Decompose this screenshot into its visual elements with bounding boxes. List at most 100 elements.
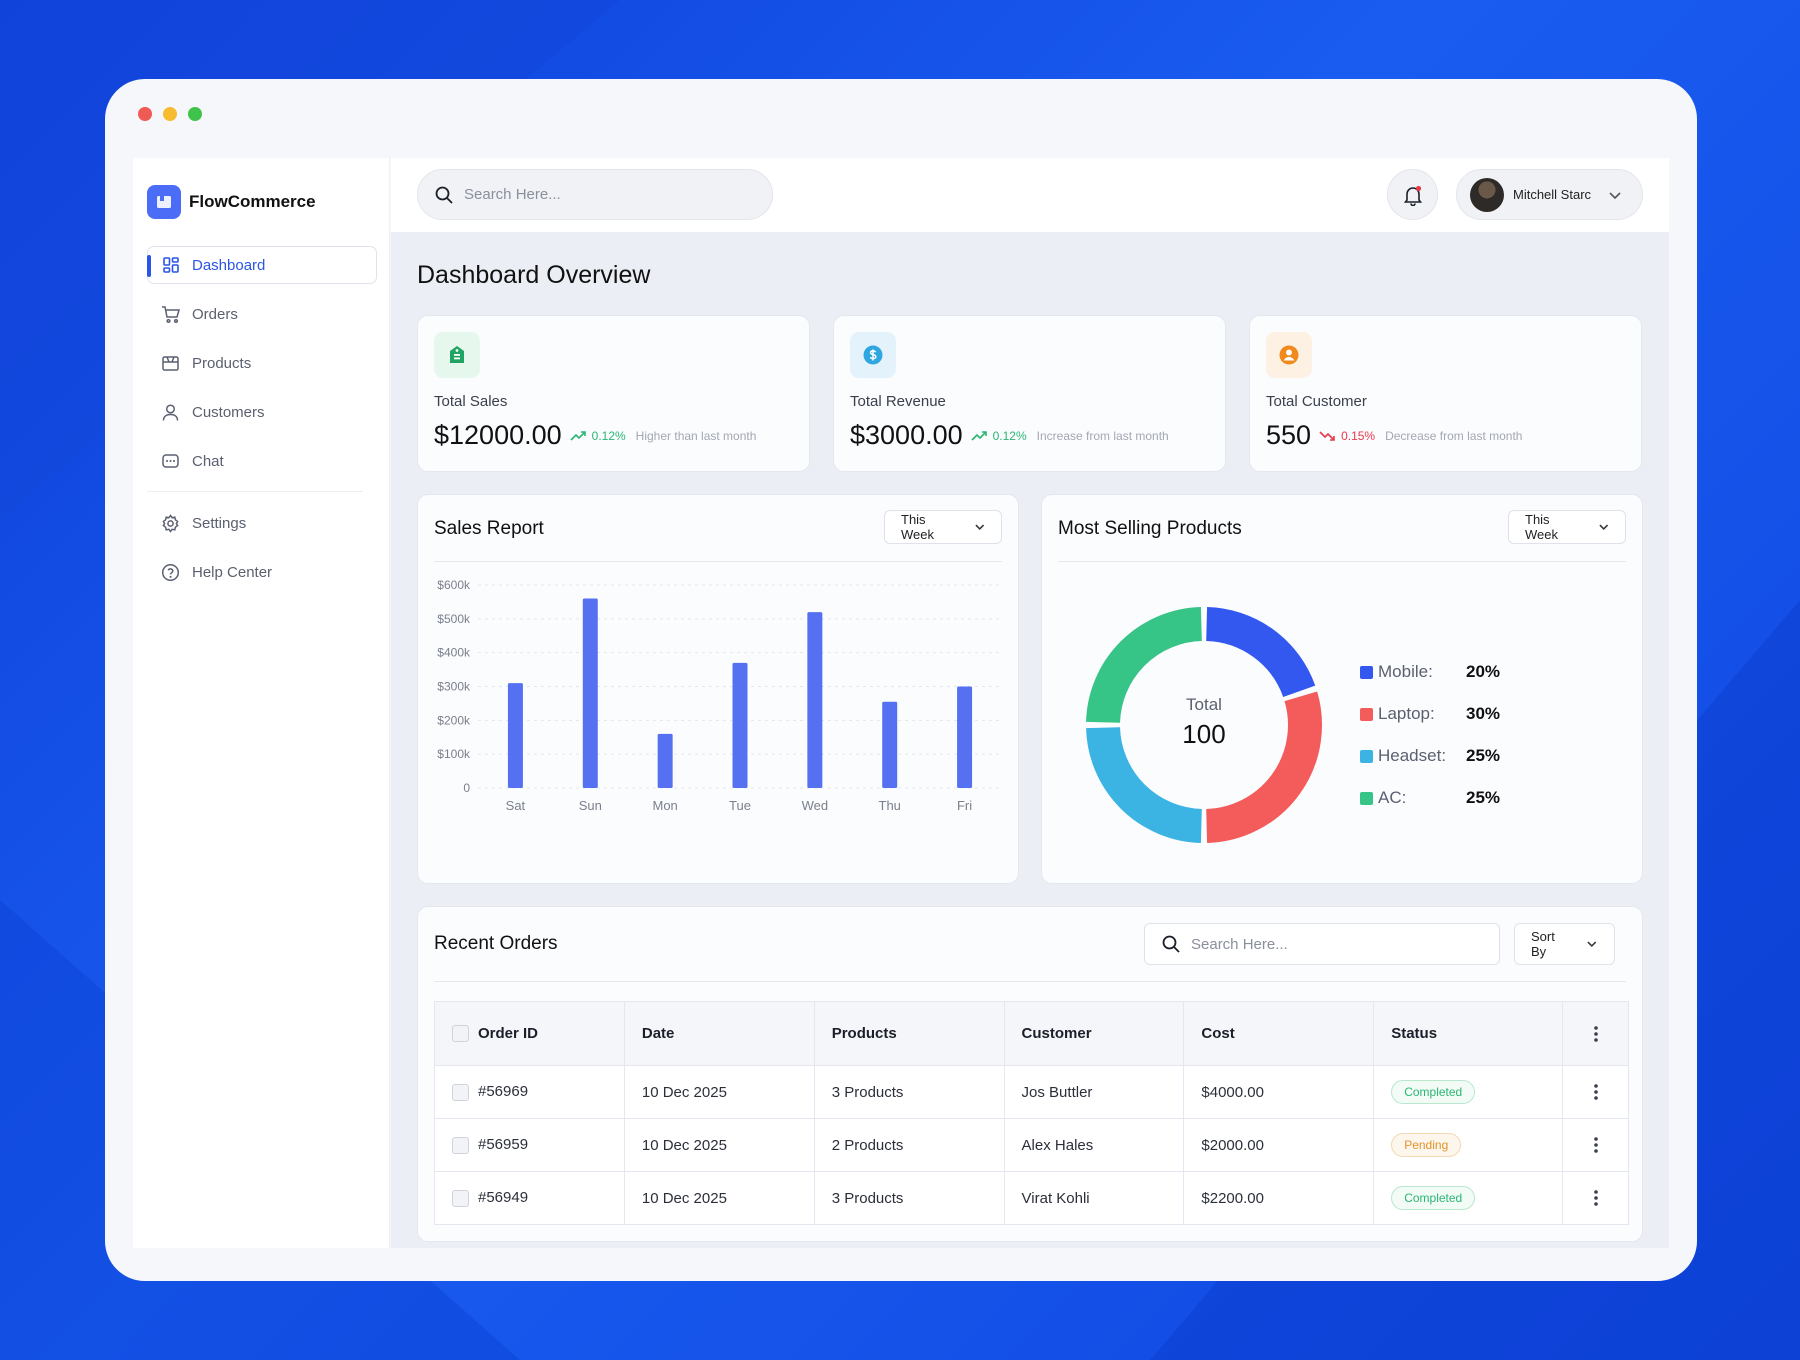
orders-search-input[interactable] (1191, 935, 1471, 953)
sidebar-item-orders[interactable]: Orders (147, 295, 377, 333)
selling-period-dropdown[interactable]: This Week (1508, 510, 1626, 544)
row-checkbox[interactable] (452, 1083, 469, 1101)
global-search[interactable] (417, 169, 773, 220)
minimize-dot-icon[interactable] (163, 107, 177, 121)
sidebar-item-label: Settings (192, 514, 247, 532)
order-id: #56949 (478, 1189, 529, 1207)
trend-down-icon (1319, 430, 1335, 441)
sales-period-dropdown[interactable]: This Week (884, 510, 1002, 544)
more-vertical-icon[interactable] (1586, 1024, 1606, 1044)
profile-menu[interactable]: Mitchell Starc (1456, 169, 1643, 220)
stat-row: $12000.00 0.12% Higher than last month (434, 420, 756, 451)
column-header-customer: Customer (1003, 1001, 1185, 1066)
sidebar-item-chat[interactable]: Chat (147, 442, 377, 480)
column-label: Products (831, 1025, 897, 1042)
legend-item: AC: 25% (1360, 777, 1500, 819)
bar (507, 683, 523, 788)
recent-orders-card: Recent Orders Sort By Order ID Date Prod… (417, 906, 1643, 1242)
column-menu[interactable] (1562, 1001, 1629, 1066)
table-row[interactable]: #56969 10 Dec 2025 3 Products Jos Buttle… (434, 1065, 1629, 1119)
order-id: #56969 (478, 1083, 529, 1101)
customer-icon (1266, 332, 1312, 378)
storefront-logo-icon (147, 185, 181, 219)
sidebar-item-help-center[interactable]: Help Center (147, 553, 377, 591)
chevron-down-icon (1587, 941, 1597, 948)
x-tick-label: Fri (957, 798, 972, 813)
stat-label: Total Customer (1266, 393, 1367, 410)
divider (434, 981, 1626, 982)
y-tick-label: $200k (437, 713, 471, 727)
sort-by-dropdown[interactable]: Sort By (1514, 923, 1615, 965)
chat-icon (162, 453, 179, 468)
table-header-row: Order ID Date Products Customer Cost Sta… (434, 1001, 1629, 1066)
cell-products: 3 Products (813, 1065, 1005, 1119)
bar (657, 733, 673, 788)
avatar (1470, 177, 1504, 212)
stat-card-total-revenue: Total Revenue $3000.00 0.12% Increase fr… (833, 315, 1226, 472)
select-all-checkbox[interactable] (452, 1025, 469, 1043)
brand[interactable]: FlowCommerce (147, 185, 316, 219)
y-tick-label: $500k (437, 612, 471, 626)
x-tick-label: Thu (879, 798, 901, 813)
legend-value: 30% (1466, 704, 1501, 723)
help-icon (161, 563, 180, 581)
donut-slice (1086, 607, 1203, 724)
sidebar: FlowCommerce Dashboard Orders Products C… (133, 158, 390, 1248)
row-checkbox[interactable] (452, 1189, 469, 1207)
cart-icon (162, 305, 180, 323)
divider (1058, 561, 1626, 562)
app-window: FlowCommerce Dashboard Orders Products C… (105, 79, 1697, 1281)
window-controls (138, 107, 202, 121)
donut-slice (1086, 726, 1203, 843)
table-row[interactable]: #56949 10 Dec 2025 3 Products Virat Kohl… (434, 1171, 1629, 1225)
dollar-icon (850, 332, 896, 378)
sidebar-item-settings[interactable]: Settings (147, 504, 377, 542)
cell-date: 10 Dec 2025 (623, 1118, 815, 1172)
product-donut-chart (1086, 607, 1322, 843)
legend-item: Laptop: 30% (1360, 693, 1500, 735)
profile-name: Mitchell Starc (1513, 187, 1592, 202)
cell-products: 2 Products (813, 1118, 1005, 1172)
cell-status: Completed (1373, 1065, 1564, 1119)
x-tick-label: Tue (729, 798, 751, 813)
legend-label: Headset: (1378, 746, 1447, 765)
column-label: Cost (1201, 1025, 1235, 1042)
more-vertical-icon[interactable] (1586, 1135, 1606, 1155)
stat-note: Decrease from last month (1385, 428, 1523, 443)
box-icon (162, 355, 179, 371)
more-vertical-icon[interactable] (1586, 1188, 1606, 1208)
sidebar-divider (147, 491, 363, 492)
cell-order-id: #56949 (434, 1171, 625, 1225)
notification-button[interactable] (1387, 169, 1438, 220)
trend-up-icon (971, 430, 987, 441)
orders-search[interactable] (1144, 923, 1500, 965)
column-header-products: Products (813, 1001, 1005, 1066)
close-dot-icon[interactable] (138, 107, 152, 121)
cell-order-id: #56959 (434, 1118, 625, 1172)
chart-legend: Mobile: 20% Laptop: 30% Headset: 25% AC: 25% (1360, 651, 1500, 819)
sidebar-item-dashboard[interactable]: Dashboard (147, 246, 377, 284)
stat-change: 0.12% (591, 428, 626, 443)
legend-label: Mobile: (1378, 662, 1433, 681)
bell-icon (1403, 185, 1422, 206)
donut-slice (1205, 691, 1322, 843)
column-label: Date (641, 1025, 675, 1042)
legend-value: 25% (1466, 788, 1501, 807)
brand-name: FlowCommerce (189, 192, 316, 211)
table-row[interactable]: #56959 10 Dec 2025 2 Products Alex Hales… (434, 1118, 1629, 1172)
grid-icon (163, 257, 179, 273)
search-input[interactable] (464, 186, 744, 203)
maximize-dot-icon[interactable] (188, 107, 202, 121)
bar (807, 612, 823, 788)
sidebar-item-products[interactable]: Products (147, 344, 377, 382)
legend-value: 25% (1466, 746, 1501, 765)
row-checkbox[interactable] (452, 1136, 469, 1154)
sidebar-item-customers[interactable]: Customers (147, 393, 377, 431)
x-tick-label: Sun (579, 798, 602, 813)
more-vertical-icon[interactable] (1586, 1082, 1606, 1102)
x-tick-label: Wed (802, 798, 829, 813)
status-badge: Completed (1391, 1080, 1476, 1104)
top-bar: Mitchell Starc (391, 158, 1669, 232)
stat-note: Increase from last month (1036, 428, 1169, 443)
bar (957, 686, 973, 788)
